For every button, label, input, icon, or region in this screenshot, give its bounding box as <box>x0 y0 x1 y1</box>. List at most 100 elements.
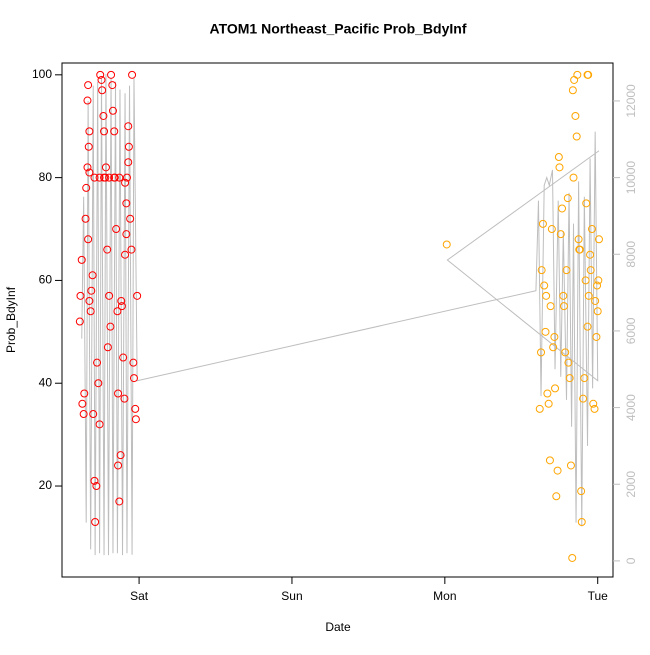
point <box>103 245 112 254</box>
point <box>85 127 94 136</box>
point <box>552 492 561 501</box>
point <box>120 394 129 403</box>
plot-box <box>61 62 614 578</box>
point <box>100 173 109 182</box>
x-tick-label: Sun <box>281 589 302 603</box>
y2-tick-label: 12000 <box>624 84 638 118</box>
point <box>550 332 559 341</box>
point <box>549 343 558 352</box>
point <box>593 307 602 316</box>
point <box>124 122 133 131</box>
point <box>571 111 580 120</box>
point <box>587 225 596 234</box>
point <box>78 399 87 408</box>
point <box>543 389 552 398</box>
point <box>558 204 567 213</box>
y-tick-label: 100 <box>32 67 52 81</box>
point <box>117 296 126 305</box>
point <box>91 518 100 527</box>
point <box>95 420 104 429</box>
point <box>538 219 547 228</box>
y2-tick-label: 10000 <box>624 161 638 195</box>
x-axis-label: Date <box>325 620 351 634</box>
point <box>90 173 99 182</box>
line <box>81 74 600 556</box>
point <box>582 199 591 208</box>
point <box>88 271 97 280</box>
point <box>592 332 601 341</box>
point <box>589 399 598 408</box>
point <box>572 132 581 141</box>
point <box>127 245 136 254</box>
point <box>537 266 546 275</box>
point <box>546 302 555 311</box>
point <box>544 399 553 408</box>
x-tick-label: Sat <box>130 589 149 603</box>
point <box>565 374 574 383</box>
y2-tick-label: 0 <box>624 557 638 564</box>
point <box>122 230 131 239</box>
point <box>124 142 133 151</box>
point <box>591 296 600 305</box>
point <box>129 374 138 383</box>
y-tick-label: 20 <box>39 478 53 492</box>
point <box>554 153 563 162</box>
point <box>556 230 565 239</box>
point <box>108 106 117 115</box>
point <box>110 173 119 182</box>
point <box>110 127 119 136</box>
point <box>573 70 582 79</box>
point <box>562 266 571 275</box>
point <box>98 86 107 95</box>
point <box>114 461 123 470</box>
y-tick-label: 60 <box>39 273 53 287</box>
point <box>574 235 583 244</box>
point <box>114 389 123 398</box>
point <box>535 404 544 413</box>
point <box>89 410 98 419</box>
point <box>122 199 131 208</box>
point <box>564 358 573 367</box>
y2-tick-label: 6000 <box>624 317 638 344</box>
point <box>593 281 602 290</box>
point <box>80 389 89 398</box>
point <box>586 266 595 275</box>
point <box>594 235 603 244</box>
x-tick-label: Tue <box>588 589 609 603</box>
point <box>105 291 114 300</box>
y-tick-label: 80 <box>39 170 53 184</box>
point <box>112 225 121 234</box>
point <box>555 163 564 172</box>
point <box>545 456 554 465</box>
point <box>568 86 577 95</box>
point <box>124 158 133 167</box>
point <box>115 173 124 182</box>
y2-tick-label: 2000 <box>624 471 638 498</box>
point <box>83 96 92 105</box>
point <box>107 70 116 79</box>
point <box>113 307 122 316</box>
point <box>85 296 94 305</box>
x-tick-label: Mon <box>433 589 456 603</box>
point <box>122 173 131 182</box>
point <box>83 163 92 172</box>
point <box>119 353 128 362</box>
point <box>561 348 570 357</box>
point <box>94 379 103 388</box>
point <box>128 70 137 79</box>
point <box>75 317 84 326</box>
point <box>547 225 556 234</box>
point <box>131 404 140 413</box>
point <box>84 235 93 244</box>
point <box>101 163 110 172</box>
point <box>566 461 575 470</box>
point <box>99 111 108 120</box>
point <box>82 183 91 192</box>
point <box>594 276 603 285</box>
point <box>87 286 96 295</box>
point <box>577 487 586 496</box>
point <box>117 302 126 311</box>
point <box>77 255 86 264</box>
point <box>541 327 550 336</box>
point <box>96 70 105 79</box>
